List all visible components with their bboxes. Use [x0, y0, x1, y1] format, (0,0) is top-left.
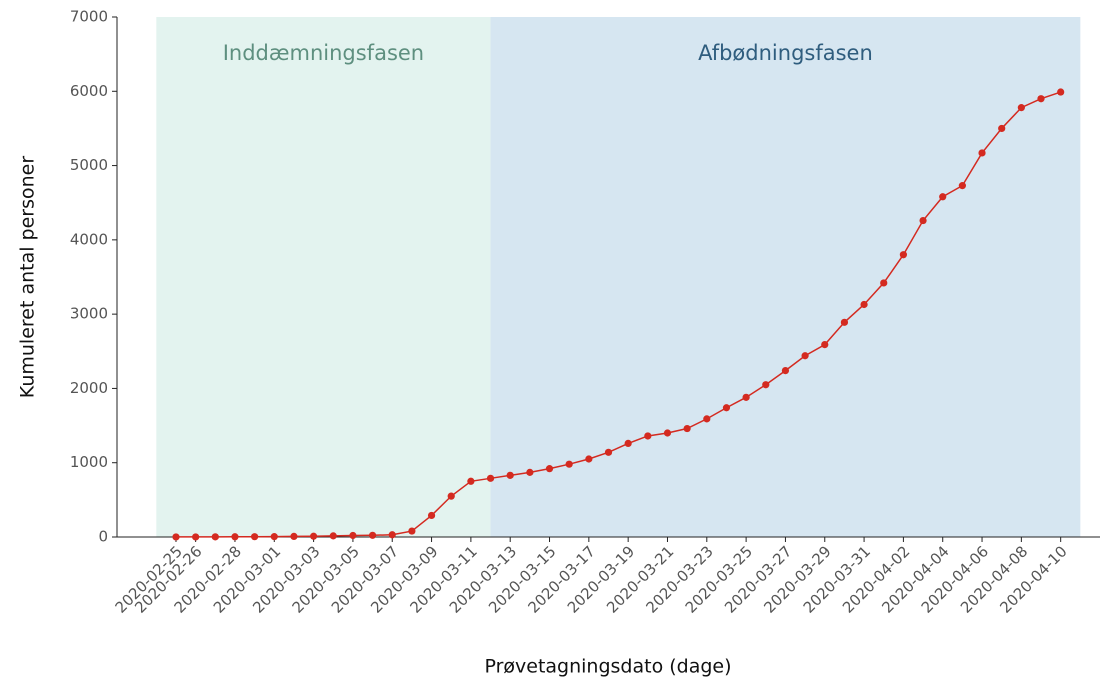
data-point: [1017, 104, 1025, 112]
data-point: [211, 533, 219, 541]
data-point: [880, 279, 888, 287]
y-tick-label: 3000: [70, 305, 108, 323]
data-point: [290, 532, 298, 541]
data-point: [467, 477, 475, 485]
data-point: [624, 439, 632, 447]
y-tick-label: 0: [98, 528, 108, 546]
phase-band: [490, 17, 1081, 537]
data-point: [860, 300, 868, 309]
data-point: [329, 532, 337, 540]
data-point: [762, 381, 770, 389]
y-tick-label: 1000: [70, 453, 108, 471]
data-point: [703, 415, 711, 423]
data-point: [722, 404, 731, 412]
data-point: [231, 533, 239, 541]
data-point: [742, 393, 750, 401]
phase-label: Afbødningsfasen: [698, 41, 873, 65]
data-point: [486, 474, 495, 482]
data-point: [270, 533, 278, 541]
data-point: [545, 465, 554, 473]
data-point: [251, 533, 259, 541]
data-point: [644, 432, 652, 440]
data-point: [939, 193, 947, 201]
data-point: [192, 533, 200, 541]
data-point: [565, 460, 573, 468]
data-point: [1057, 88, 1065, 96]
y-tick-label: 7000: [70, 8, 108, 26]
data-point: [388, 531, 396, 539]
data-point: [899, 251, 908, 259]
phase-band: [156, 17, 491, 537]
data-point: [368, 531, 377, 539]
data-point: [408, 527, 416, 535]
y-tick-label: 5000: [70, 156, 108, 174]
data-point: [427, 511, 436, 520]
y-axis-label: Kumuleret antal personer: [17, 156, 39, 399]
data-point: [604, 448, 613, 456]
data-point: [663, 429, 672, 437]
x-axis-label: Prøvetagningsdato (dage): [484, 656, 731, 678]
data-point: [958, 182, 966, 190]
y-tick-label: 6000: [70, 82, 108, 100]
data-point: [919, 216, 927, 225]
data-point: [526, 468, 534, 476]
data-point: [801, 352, 809, 360]
data-point: [349, 531, 357, 540]
y-tick-label: 4000: [70, 230, 108, 248]
data-line: [175, 91, 1061, 538]
y-tick-label: 2000: [70, 379, 108, 397]
data-point: [821, 341, 829, 349]
data-point: [840, 318, 849, 326]
data-point: [978, 149, 986, 157]
phase-label: Inddæmningsfasen: [223, 41, 424, 65]
data-point: [998, 124, 1006, 133]
data-point: [1037, 95, 1045, 103]
data-point: [781, 367, 790, 375]
data-point: [172, 533, 180, 541]
data-point: [585, 455, 593, 463]
data-point: [447, 492, 455, 500]
data-point: [506, 471, 514, 479]
data-point: [683, 424, 691, 433]
data-point: [310, 532, 318, 540]
